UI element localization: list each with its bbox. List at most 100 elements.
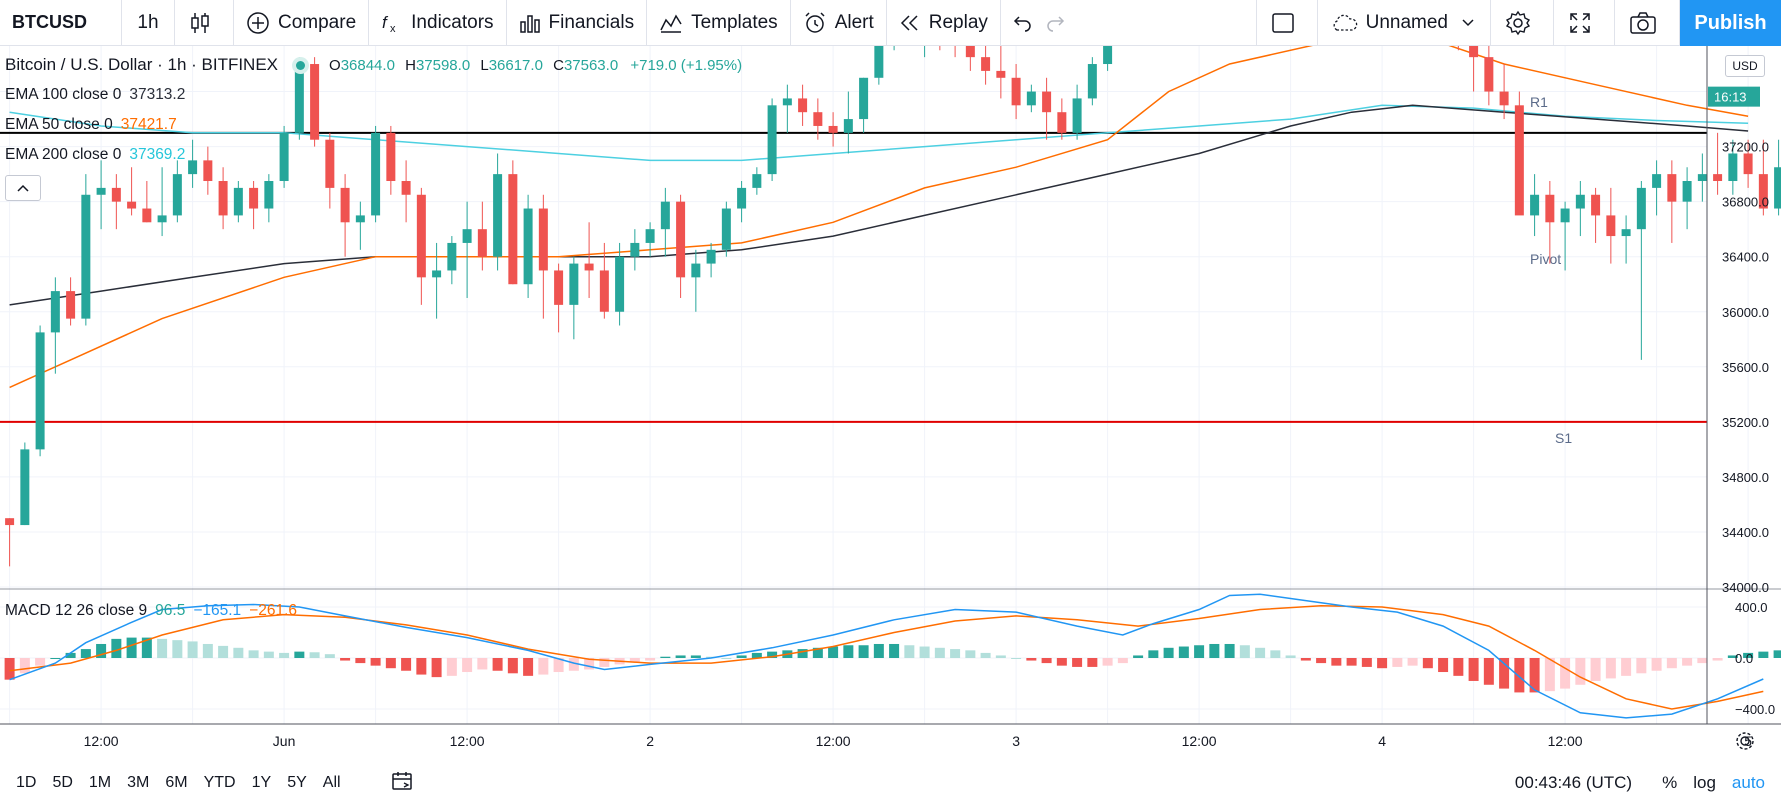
level-label-s1: S1 — [1555, 430, 1572, 446]
undo-icon[interactable] — [1009, 13, 1035, 33]
candle — [691, 249, 701, 312]
macd-hist-bar — [858, 645, 869, 658]
macd-hist-bar — [1270, 650, 1281, 658]
goto-date-button[interactable] — [391, 770, 415, 797]
macd-hist-bar — [1514, 658, 1525, 693]
candle — [188, 139, 198, 188]
candle — [554, 263, 564, 333]
candle — [249, 181, 259, 230]
range-1y[interactable]: 1Y — [251, 774, 272, 791]
symbol-search[interactable]: BTCUSD — [0, 0, 122, 46]
ema100-label: EMA 100 close 0 — [5, 86, 122, 103]
macd-hist-bar — [721, 658, 732, 659]
time-tick-label: 2 — [646, 733, 654, 749]
financials-label: Financials — [548, 11, 635, 33]
ema-lines — [9, 46, 1749, 389]
macd-legend[interactable]: MACD 12 26 close 9 96.5 −165.1 −261.6 — [5, 602, 297, 620]
candle — [569, 256, 579, 340]
change-value: +719.0 (+1.95%) — [630, 56, 743, 74]
time-tick-label: 12:00 — [1548, 733, 1583, 749]
utc-clock[interactable]: 00:43:46 (UTC) — [1514, 773, 1633, 792]
gear-icon — [1505, 10, 1531, 35]
candle-body — [1087, 64, 1097, 99]
macd-hist-bar — [812, 647, 823, 658]
macd-hist-bar — [1590, 658, 1601, 681]
macd-hist-bar — [1102, 658, 1113, 666]
macd-hist-bar — [202, 643, 213, 658]
range-6m[interactable]: 6M — [165, 774, 188, 791]
range-5d[interactable]: 5D — [52, 774, 73, 791]
interval-button[interactable]: 1h — [122, 0, 175, 46]
candle — [81, 174, 91, 326]
candle — [127, 167, 137, 216]
price-tick-label: 35200.0 — [1722, 415, 1769, 430]
candle — [1011, 64, 1021, 120]
macd-hist-bar — [19, 658, 30, 674]
range-1d[interactable]: 1D — [16, 774, 37, 791]
macd-hist-bar — [1651, 658, 1662, 671]
collapse-legend-button[interactable] — [5, 175, 41, 201]
calendar-goto-icon — [391, 771, 412, 790]
templates-button[interactable]: Templates — [647, 0, 791, 46]
macd-line — [9, 593, 1764, 719]
percent-toggle[interactable]: % — [1662, 773, 1678, 792]
macd-hist-bar — [492, 658, 503, 671]
candle-body — [172, 174, 182, 216]
layout-select-button[interactable] — [1255, 0, 1318, 46]
macd-hist-bar — [1483, 658, 1494, 685]
time-tick-label: 3 — [1012, 733, 1020, 749]
snapshot-button[interactable] — [1615, 0, 1680, 46]
ema50-legend[interactable]: EMA 50 close 0 37421.7 — [5, 116, 177, 134]
candle — [218, 167, 228, 230]
layout-name-button[interactable]: Unnamed — [1318, 0, 1491, 46]
range-all[interactable]: All — [322, 774, 341, 791]
candle — [1026, 84, 1036, 113]
publish-button[interactable]: Publish — [1680, 0, 1781, 46]
candle — [813, 98, 823, 140]
macd-hist-bar — [751, 652, 762, 658]
candle-body — [493, 174, 503, 257]
candle-body — [1560, 208, 1570, 223]
redo-icon[interactable] — [1043, 13, 1069, 33]
compare-button[interactable]: Compare — [234, 0, 370, 46]
ema200-legend[interactable]: EMA 200 close 0 37369.2 — [5, 146, 185, 164]
candles-icon — [191, 12, 209, 33]
macd-hist-bar — [1712, 658, 1723, 661]
range-5y[interactable]: 5Y — [287, 774, 307, 791]
macd-hist-bar — [1041, 658, 1052, 664]
log-toggle[interactable]: log — [1693, 773, 1716, 792]
candle-body — [1682, 181, 1692, 202]
range-3m[interactable]: 3M — [127, 774, 150, 791]
alert-button[interactable]: Alert — [791, 0, 887, 46]
macd-hist-bar — [645, 658, 656, 661]
symbol-label: BTCUSD — [12, 12, 87, 32]
candle — [599, 242, 609, 319]
candle — [111, 174, 121, 230]
macd-hist-bar — [767, 651, 778, 658]
candle — [1545, 181, 1555, 264]
auto-toggle[interactable]: auto — [1731, 773, 1765, 792]
candle — [50, 277, 60, 374]
financials-button[interactable]: Financials — [507, 0, 648, 46]
chart-style-button[interactable] — [175, 0, 234, 46]
fullscreen-icon — [1570, 12, 1590, 33]
candle — [706, 242, 716, 278]
candle-body — [294, 64, 304, 133]
currency-badge[interactable]: USD — [1725, 55, 1765, 77]
macd-hist-bar — [1743, 652, 1754, 658]
range-ytd[interactable]: YTD — [203, 774, 236, 791]
range-1m[interactable]: 1M — [88, 774, 112, 791]
replay-button[interactable]: Replay — [887, 0, 1001, 46]
ema100-legend[interactable]: EMA 100 close 0 37313.2 — [5, 86, 185, 104]
candle — [1758, 139, 1768, 216]
candle-body — [1545, 194, 1555, 223]
candle — [1042, 77, 1052, 140]
candle — [96, 160, 106, 230]
candle-body — [81, 194, 91, 319]
settings-button[interactable] — [1491, 0, 1554, 46]
fullscreen-button[interactable] — [1554, 0, 1615, 46]
time-tick-label: 12:00 — [816, 733, 851, 749]
candle — [1667, 160, 1677, 243]
